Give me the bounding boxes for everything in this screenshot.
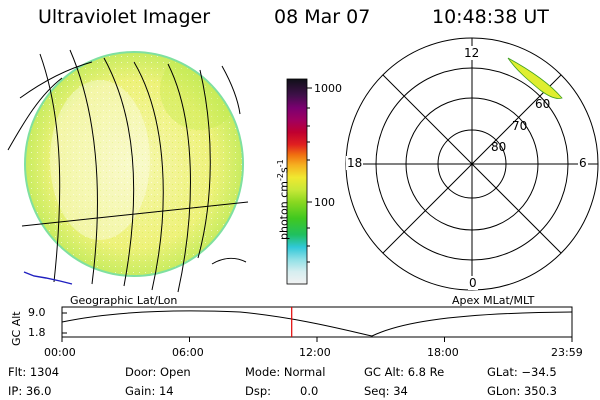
- info-ip: IP: 36.0: [8, 384, 52, 398]
- earth-image-caption: Geographic Lat/Lon: [70, 294, 178, 307]
- mlat-label-60: 60: [535, 97, 551, 111]
- observation-date: 08 Mar 07: [274, 6, 371, 28]
- time-tick-0000: 00:00: [44, 346, 76, 359]
- polar-plot-caption: Apex MLat/MLT: [452, 294, 535, 307]
- info-seq: Seq: 34: [364, 384, 408, 398]
- colorbar-tick-100: 100: [314, 196, 335, 209]
- mlt-label-18: 18: [346, 156, 364, 170]
- mlat-label-80: 80: [491, 140, 507, 154]
- altitude-y-max: 9.0: [28, 306, 46, 319]
- observation-time: 10:48:38 UT: [432, 6, 549, 28]
- mlt-label-6: 6: [578, 156, 588, 170]
- time-tick-2359: 23:59: [551, 346, 583, 359]
- info-dsp-label: Dsp:: [245, 384, 272, 398]
- mlt-label-0: 0: [468, 276, 478, 290]
- altitude-y-min: 1.8: [28, 326, 46, 339]
- time-tick-1200: 12:00: [299, 346, 331, 359]
- info-glat: GLat: −34.5: [487, 365, 557, 379]
- info-mode: Mode: Normal: [245, 365, 326, 379]
- colorbar-tick-1000: 1000: [314, 82, 342, 95]
- altitude-curve: [61, 310, 573, 337]
- info-flight: Flt: 1304: [8, 365, 60, 379]
- geographic-grid: [7, 49, 249, 293]
- colorbar-gradient: [286, 78, 308, 285]
- info-dsp-value: 0.0: [300, 384, 319, 398]
- polar-spokes: [346, 38, 598, 290]
- coastline: [23, 271, 73, 285]
- time-tick-0600: 06:00: [172, 346, 204, 359]
- app-title: Ultraviolet Imager: [38, 6, 211, 28]
- altitude-x-ticks: [61, 337, 573, 342]
- time-tick-1800: 18:00: [427, 346, 459, 359]
- info-gc-alt: GC Alt: 6.8 Re: [364, 365, 445, 379]
- auroral-oval: [507, 57, 563, 99]
- altitude-y-ticks: [62, 312, 67, 334]
- altitude-axis-label: GC Alt: [10, 311, 23, 346]
- info-glon: GLon: 350.3: [487, 384, 557, 398]
- altitude-strip-frame: [61, 306, 573, 338]
- mlat-label-70: 70: [512, 119, 528, 133]
- mlt-label-12: 12: [463, 46, 481, 60]
- info-gain: Gain: 14: [125, 384, 174, 398]
- info-door: Door: Open: [125, 365, 191, 379]
- colorbar-ticks: [307, 87, 312, 263]
